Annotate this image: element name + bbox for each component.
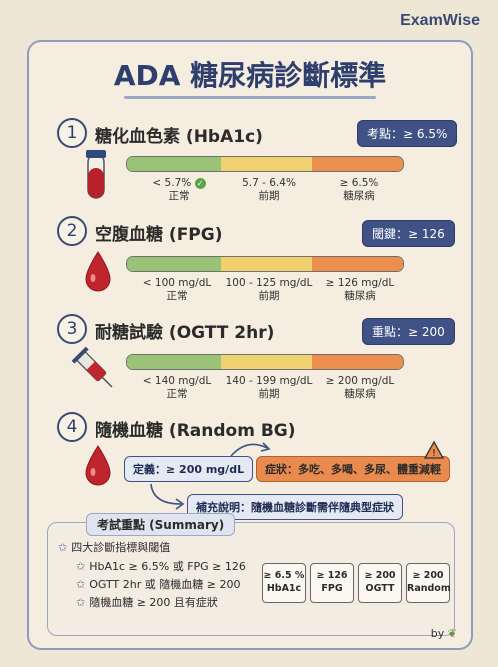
test-tube-icon bbox=[86, 150, 106, 199]
star-icon: ✩ bbox=[58, 541, 68, 554]
diabetes-segment bbox=[311, 257, 403, 271]
diabetes-segment bbox=[311, 157, 403, 171]
summary-heading-text: 四大診斷指標與閾值 bbox=[71, 541, 171, 554]
symptoms-pill: 症狀：多吃、多喝、多尿、體重減輕 bbox=[256, 456, 450, 482]
range-desc: 正常 bbox=[168, 190, 190, 202]
card-value: ≥ 200 bbox=[364, 570, 396, 581]
card-label: Random bbox=[407, 583, 451, 594]
diabetes-segment bbox=[311, 355, 403, 369]
summary-item: ✩ HbA1c ≥ 6.5% 或 FPG ≥ 126 bbox=[76, 558, 246, 574]
warning-icon: ! bbox=[423, 440, 445, 459]
prediabetes-segment bbox=[220, 355, 312, 369]
section-number: 3 bbox=[57, 314, 87, 344]
prediabetes-label: 5.7 - 6.4% 前期 bbox=[229, 177, 309, 203]
range-value: 140 - 199 mg/dL bbox=[225, 375, 313, 387]
prediabetes-segment bbox=[220, 157, 312, 171]
range-value: < 140 mg/dL bbox=[142, 375, 212, 387]
leaf-icon: ❦ bbox=[447, 627, 457, 640]
summary-item-text: 隨機血糖 ≥ 200 且有症狀 bbox=[89, 596, 218, 609]
summary-box: 考試重點 (Summary) ✩ 四大診斷指標與閾值 ✩ HbA1c ≥ 6.5% … bbox=[47, 513, 455, 636]
section-number: 2 bbox=[57, 216, 87, 246]
fpg-range-bar bbox=[126, 256, 404, 272]
section-title: 糖化血色素 (HbA1c) bbox=[95, 127, 263, 147]
key-badge: 閾鍵：≥ 126 bbox=[362, 220, 455, 247]
normal-label: < 5.7% ✓ 正常 bbox=[139, 177, 219, 203]
summary-title: 考試重點 (Summary) bbox=[86, 513, 236, 536]
definition-pill: 定義：≥ 200 mg/dL bbox=[124, 456, 254, 482]
prediabetes-label: 100 - 125 mg/dL 前期 bbox=[221, 277, 317, 303]
ogtt-range-bar bbox=[126, 354, 404, 370]
svg-text:!: ! bbox=[432, 448, 436, 459]
footer-text: by bbox=[430, 627, 445, 640]
card-value: ≥ 6.5 % bbox=[263, 570, 305, 581]
star-icon: ✩ bbox=[76, 560, 86, 573]
prediabetes-segment bbox=[220, 257, 312, 271]
summary-card-random: ≥ 200 Random bbox=[406, 563, 451, 603]
check-icon: ✓ bbox=[194, 177, 206, 189]
syringe-icon bbox=[71, 346, 113, 388]
summary-card-fpg: ≥ 126 FPG bbox=[310, 563, 354, 603]
range-value: ≥ 126 mg/dL bbox=[325, 277, 395, 289]
summary-item: ✩ 隨機血糖 ≥ 200 且有症狀 bbox=[76, 594, 218, 610]
blood-drop-icon bbox=[85, 251, 111, 292]
brand-logo: ExamWise bbox=[400, 12, 480, 29]
page-title: ADA 糖尿病診斷標準 bbox=[113, 59, 387, 92]
card-value: ≥ 126 bbox=[316, 570, 348, 581]
normal-segment bbox=[127, 257, 221, 271]
diabetes-label: ≥ 200 mg/dL 糖尿病 bbox=[319, 375, 401, 401]
range-desc: 正常 bbox=[166, 290, 188, 302]
summary-heading: ✩ 四大診斷指標與閾值 bbox=[58, 539, 170, 555]
diabetes-label: ≥ 6.5% 糖尿病 bbox=[319, 177, 399, 203]
normal-segment bbox=[127, 355, 221, 369]
section-number: 1 bbox=[57, 118, 87, 148]
range-value: ≥ 6.5% bbox=[339, 177, 379, 189]
summary-item-text: HbA1c ≥ 6.5% 或 FPG ≥ 126 bbox=[89, 560, 246, 573]
hba1c-range-bar bbox=[126, 156, 404, 172]
range-desc: 正常 bbox=[166, 388, 188, 400]
star-icon: ✩ bbox=[76, 596, 86, 609]
card-label: OGTT bbox=[365, 583, 395, 594]
summary-card-hba1c: ≥ 6.5 % HbA1c bbox=[262, 563, 306, 603]
range-desc: 糖尿病 bbox=[344, 388, 376, 400]
section-title: 隨機血糖 (Random BG) bbox=[95, 421, 296, 441]
summary-item-text: OGTT 2hr 或 隨機血糖 ≥ 200 bbox=[89, 578, 241, 591]
footer-signature: by ❦ bbox=[431, 627, 457, 640]
range-desc: 前期 bbox=[258, 190, 280, 202]
blood-drop-icon bbox=[85, 445, 111, 486]
card-value: ≥ 200 bbox=[412, 570, 444, 581]
summary-item: ✩ OGTT 2hr 或 隨機血糖 ≥ 200 bbox=[76, 576, 240, 592]
key-badge: 考點：≥ 6.5% bbox=[357, 120, 458, 147]
range-desc: 糖尿病 bbox=[343, 190, 375, 202]
range-value: 5.7 - 6.4% bbox=[242, 177, 296, 189]
title-underline bbox=[124, 96, 376, 99]
card-label: HbA1c bbox=[266, 583, 302, 594]
note-pill: 補充說明：隨機血糖診斷需伴隨典型症狀 bbox=[187, 494, 403, 520]
arrow-right-icon bbox=[230, 442, 271, 457]
key-badge: 重點：≥ 200 bbox=[362, 318, 455, 345]
section-number: 4 bbox=[57, 412, 87, 442]
range-desc: 糖尿病 bbox=[344, 290, 376, 302]
star-icon: ✩ bbox=[76, 578, 86, 591]
range-desc: 前期 bbox=[258, 290, 280, 302]
diabetes-label: ≥ 126 mg/dL 糖尿病 bbox=[319, 277, 401, 303]
summary-card-ogtt: ≥ 200 OGTT bbox=[358, 563, 402, 603]
normal-segment bbox=[127, 157, 221, 171]
range-desc: 前期 bbox=[258, 388, 280, 400]
range-value: ≥ 200 mg/dL bbox=[325, 375, 395, 387]
arrow-down-right-icon bbox=[150, 483, 185, 510]
card-label: FPG bbox=[321, 583, 343, 594]
prediabetes-label: 140 - 199 mg/dL 前期 bbox=[221, 375, 317, 401]
normal-label: < 100 mg/dL 正常 bbox=[134, 277, 220, 303]
section-title: 空腹血糖 (FPG) bbox=[95, 225, 223, 245]
range-value: < 100 mg/dL bbox=[142, 277, 212, 289]
range-value: 100 - 125 mg/dL bbox=[225, 277, 313, 289]
range-value: < 5.7% bbox=[152, 177, 192, 189]
infographic-frame: ADA 糖尿病診斷標準 1 糖化血色素 (HbA1c) 考點：≥ 6.5% < … bbox=[27, 40, 473, 650]
section-title: 耐糖試驗 (OGTT 2hr) bbox=[95, 323, 275, 343]
normal-label: < 140 mg/dL 正常 bbox=[134, 375, 220, 401]
